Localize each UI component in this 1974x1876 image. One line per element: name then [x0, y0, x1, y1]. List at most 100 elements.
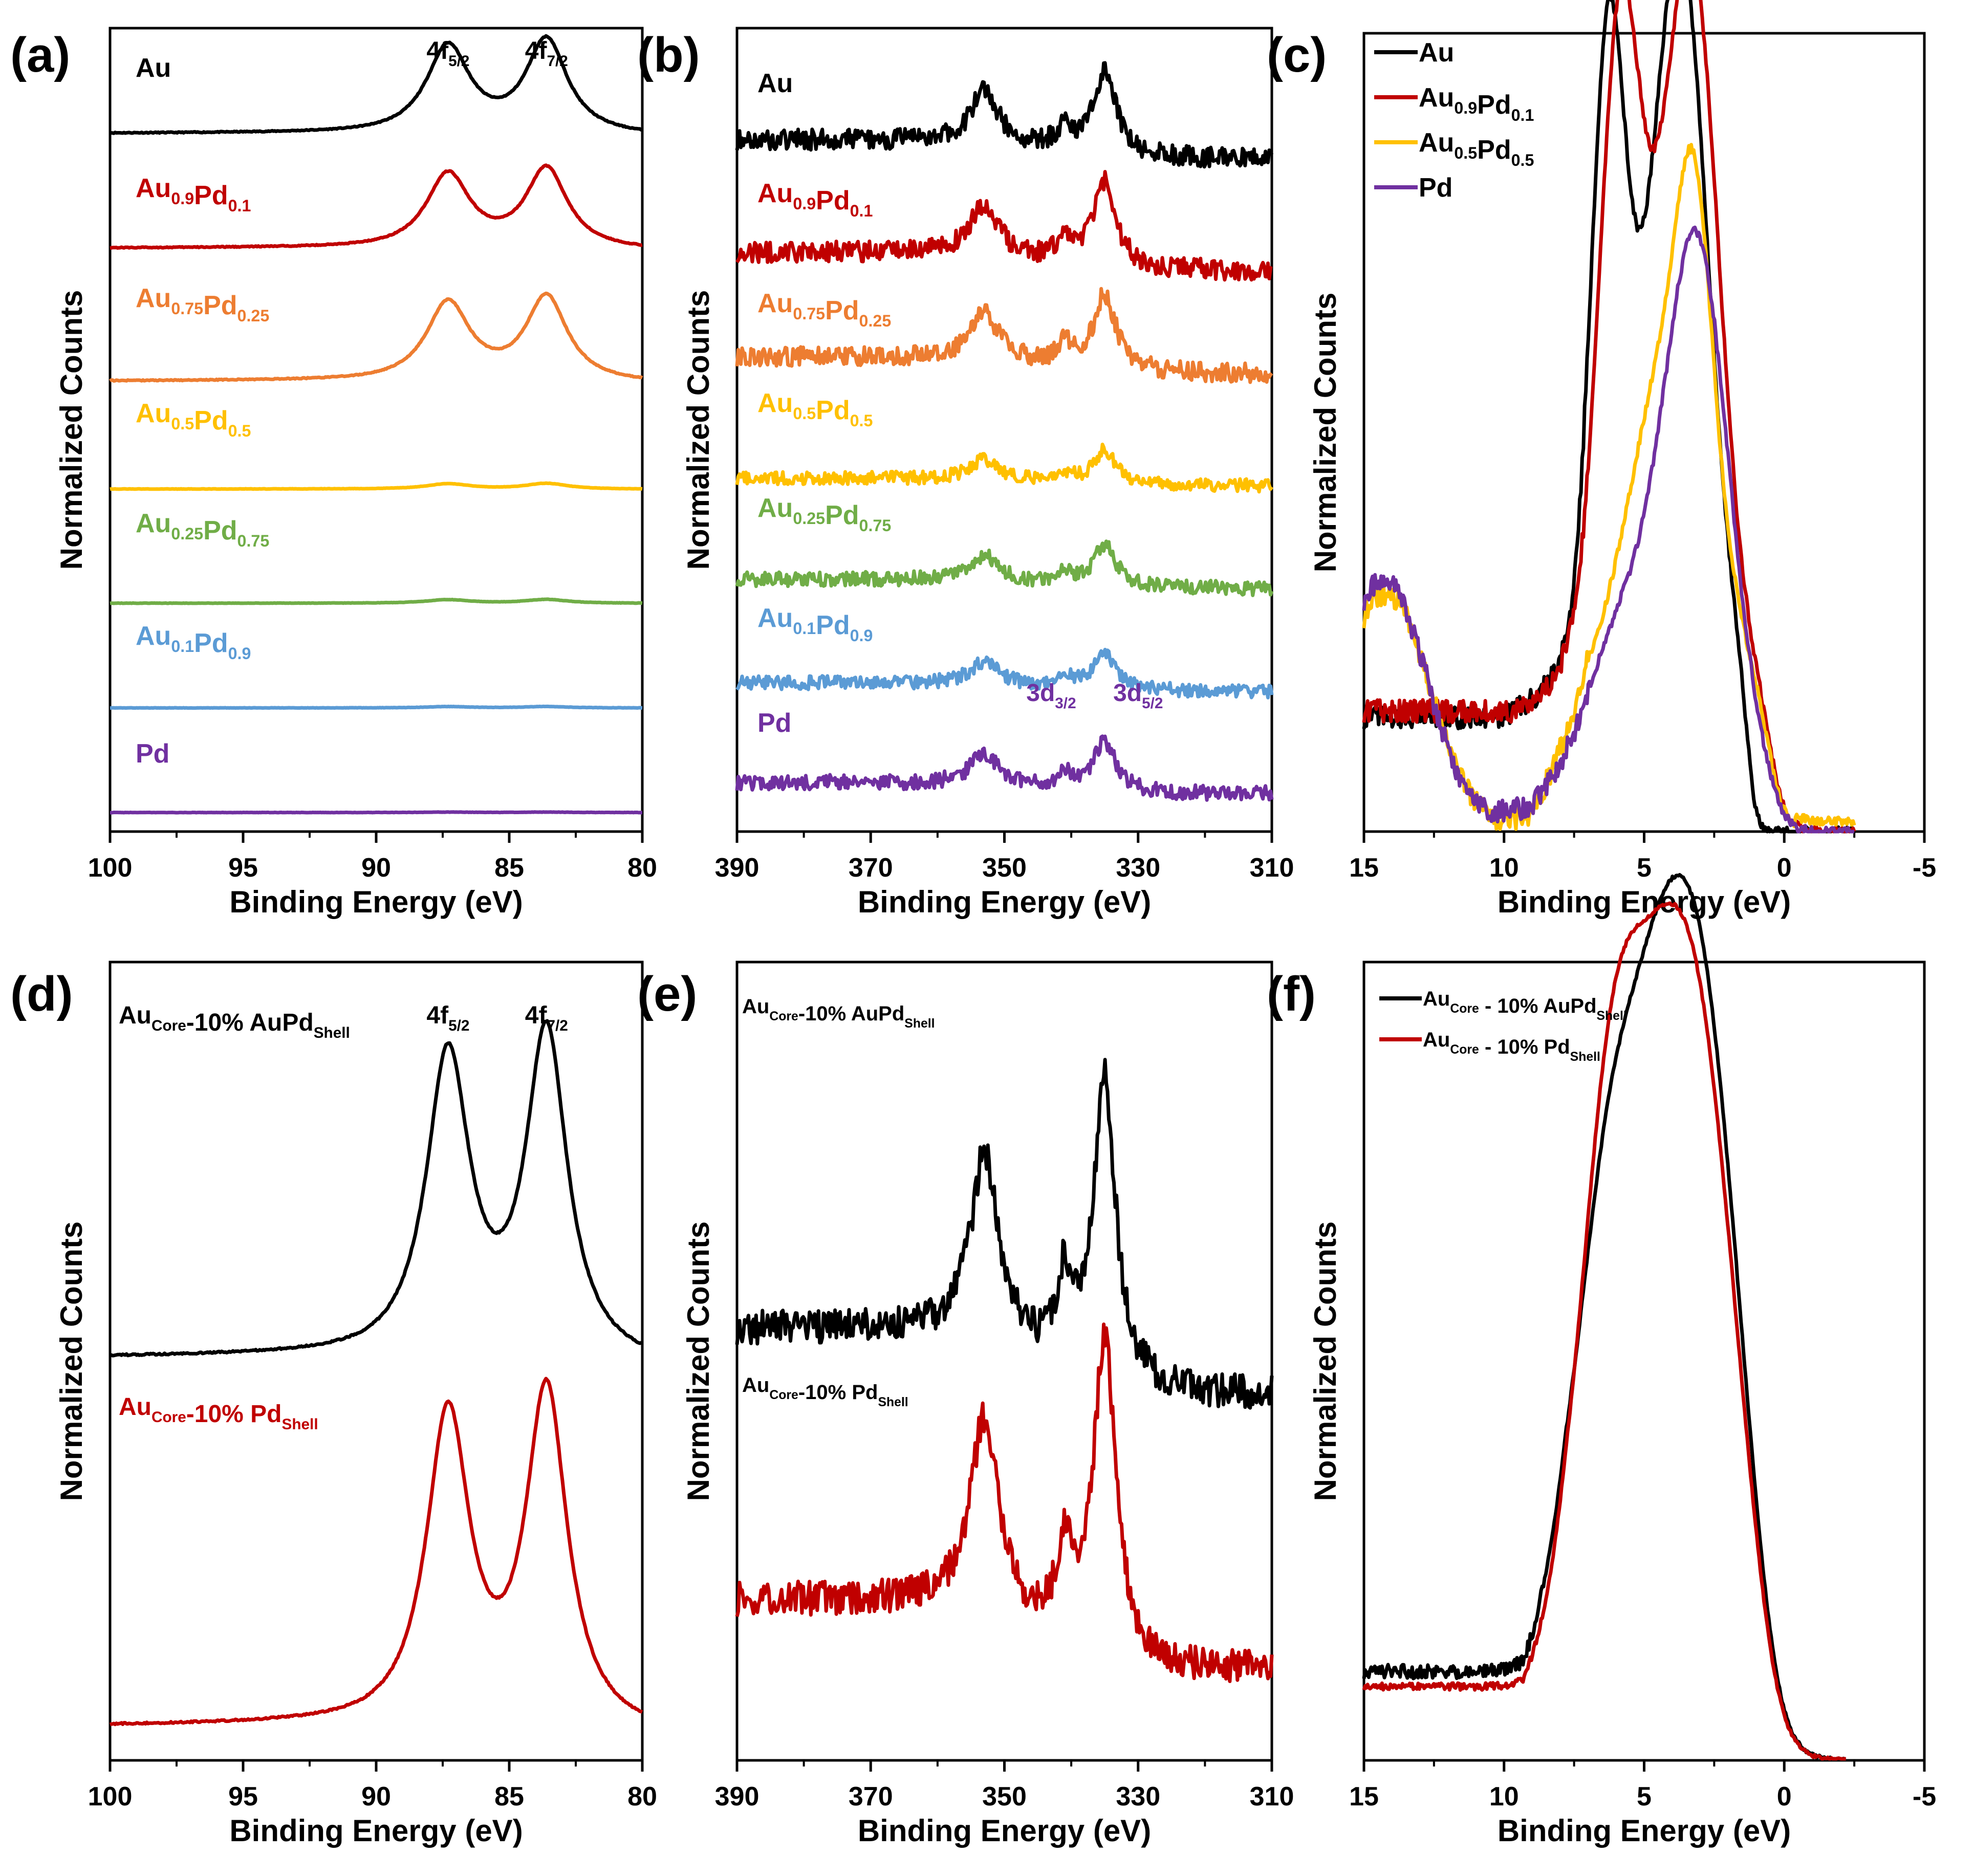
legend-label-c-Au0.9Pd0.1: Au0.9Pd0.1	[1419, 83, 1534, 124]
x-tick-label-b: 390	[715, 853, 760, 883]
x-tick-label-d: 95	[228, 1782, 258, 1812]
series-line-e-core_aupd	[735, 1058, 1274, 1410]
series-line-c-Au	[1362, 0, 1855, 834]
x-tick-label-a: 90	[361, 853, 391, 883]
peak-label-b-1: 3d5/2	[1113, 680, 1163, 712]
series-line-a-Au0.5Pd0.5	[110, 481, 643, 491]
series-line-f-core_pd	[1362, 901, 1847, 1761]
x-tick-label-c: 10	[1489, 853, 1519, 883]
x-tick-label-c: 15	[1349, 853, 1379, 883]
series-line-d-core_pd	[109, 1377, 643, 1727]
y-axis-title-c: Normalized Counts	[1308, 293, 1342, 573]
series-label-a-Au0.9Pd0.1: Au0.9Pd0.1	[136, 173, 251, 215]
series-label-b-Au0.25Pd0.75: Au0.25Pd0.75	[757, 493, 891, 535]
x-tick-label-d: 100	[88, 1782, 133, 1812]
series-line-b-Au0.5Pd0.5	[735, 443, 1273, 494]
y-axis-title-b: Normalized Counts	[681, 290, 715, 570]
series-label-a-Au0.75Pd0.25: Au0.75Pd0.25	[136, 283, 269, 325]
panel-f: (f) 15 10 5 0 -5 Binding Energy (eV) Normalized…	[1267, 873, 1936, 1848]
series-label-b-Au0.5Pd0.5: Au0.5Pd0.5	[757, 388, 873, 430]
series-label-b-Au0.75Pd0.25: Au0.75Pd0.25	[757, 289, 891, 330]
legend-label-f-core_pd: AuCore - 10% PdShell	[1423, 1029, 1600, 1064]
series-line-b-Au	[735, 61, 1274, 169]
x-tick-label-e: 370	[849, 1782, 893, 1812]
plot-frame-d	[109, 961, 644, 1762]
x-tick-label-d: 80	[627, 1782, 657, 1812]
y-axis-title-a: Normalized Counts	[54, 290, 89, 570]
x-tick-label-b: 310	[1250, 853, 1294, 883]
legend-label-f-core_aupd: AuCore - 10% AuPdShell	[1423, 988, 1627, 1023]
series-label-a-Pd: Pd	[136, 739, 169, 769]
series-label-a-Au0.5Pd0.5: Au0.5Pd0.5	[136, 399, 251, 440]
x-axis-title-a: Binding Energy (eV)	[229, 885, 523, 919]
panel-letter-d: (d)	[10, 967, 73, 1021]
x-tick-label-b: 350	[982, 853, 1027, 883]
plot-frame-e	[735, 961, 1273, 1762]
panel-e: (e) 390 370 350 330 310 Binding Energy (eV) Nor…	[637, 961, 1294, 1848]
peak-label-d-1: 4f7/2	[525, 1002, 568, 1034]
x-axis-title-c: Binding Energy (eV)	[1498, 885, 1791, 919]
series-line-a-Au0.75Pd0.25	[109, 291, 643, 383]
x-tick-label-e: 310	[1250, 1782, 1294, 1812]
peak-label-a-1: 4f7/2	[525, 37, 568, 70]
panel-letter-e: (e)	[637, 967, 697, 1021]
series-label-e-core_aupd: AuCore-10% AuPdShell	[742, 995, 935, 1031]
series-line-a-Au	[109, 34, 643, 135]
x-tick-label-f: 15	[1349, 1782, 1379, 1812]
series-label-a-Au0.1Pd0.9: Au0.1Pd0.9	[136, 621, 251, 663]
x-axis-title-f: Binding Energy (eV)	[1498, 1814, 1791, 1848]
peak-label-d-0: 4f5/2	[426, 1002, 469, 1034]
series-line-a-Au0.25Pd0.75	[110, 597, 643, 605]
legend-label-c-Au0.5Pd0.5: Au0.5Pd0.5	[1419, 128, 1534, 169]
series-label-b-Au0.9Pd0.1: Au0.9Pd0.1	[757, 179, 873, 220]
x-tick-label-f: 5	[1637, 1782, 1652, 1812]
series-line-b-Pd	[735, 734, 1274, 802]
x-tick-label-a: 100	[88, 853, 133, 883]
series-line-f-core_aupd	[1362, 873, 1847, 1761]
series-line-a-Au0.1Pd0.9	[110, 704, 643, 710]
x-tick-label-a: 95	[228, 853, 258, 883]
series-label-a-Au: Au	[136, 53, 171, 83]
x-tick-label-e: 390	[715, 1782, 760, 1812]
x-tick-label-d: 90	[361, 1782, 391, 1812]
x-tick-label-a: 80	[627, 853, 657, 883]
x-tick-label-f: 10	[1489, 1782, 1519, 1812]
panel-letter-f: (f)	[1267, 967, 1316, 1021]
series-label-b-Au0.1Pd0.9: Au0.1Pd0.9	[757, 603, 873, 645]
panel-letter-c: (c)	[1267, 28, 1327, 82]
x-tick-label-e: 330	[1116, 1782, 1160, 1812]
series-line-e-core_pd	[735, 1322, 1274, 1683]
panel-letter-b: (b)	[637, 28, 700, 82]
series-label-b-Au: Au	[757, 69, 793, 98]
panel-d: (d) 100 95 90 85 80 Binding Energy (eV) Normali…	[10, 961, 657, 1848]
y-axis-title-f: Normalized Counts	[1308, 1221, 1342, 1501]
series-label-e-core_pd: AuCore-10% PdShell	[742, 1374, 908, 1409]
plot-frame-f	[1362, 961, 1926, 1762]
legend-label-c-Pd: Pd	[1419, 173, 1452, 203]
x-tick-label-d: 85	[494, 1782, 524, 1812]
x-tick-label-a: 85	[494, 853, 524, 883]
series-line-b-Au0.25Pd0.75	[735, 539, 1274, 597]
panel-c: (c) 15 10 5 0 -5 Binding Energy (eV) Normalized…	[1267, 0, 1936, 919]
series-line-b-Au0.75Pd0.25	[735, 287, 1273, 384]
x-axis-title-e: Binding Energy (eV)	[858, 1814, 1151, 1848]
y-axis-title-d: Normalized Counts	[54, 1221, 89, 1501]
series-label-d-core_pd: AuCore-10% PdShell	[119, 1393, 318, 1433]
series-line-a-Pd	[110, 810, 643, 815]
peak-label-a-0: 4f5/2	[426, 37, 469, 70]
x-tick-label-e: 350	[982, 1782, 1027, 1812]
x-tick-label-f: 0	[1777, 1782, 1792, 1812]
x-tick-label-c: 5	[1637, 853, 1652, 883]
panel-letter-a: (a)	[10, 28, 70, 82]
series-label-a-Au0.25Pd0.75: Au0.25Pd0.75	[136, 509, 269, 550]
series-line-a-Au0.9Pd0.1	[110, 163, 643, 250]
series-label-d-core_aupd: AuCore-10% AuPdShell	[119, 1002, 350, 1041]
series-line-c-Pd	[1362, 225, 1855, 834]
panel-a: (a) 100 95 90 85 80 Binding Energy (eV) Normali…	[10, 27, 657, 919]
y-axis-title-e: Normalized Counts	[681, 1221, 715, 1501]
x-axis-title-b: Binding Energy (eV)	[858, 885, 1151, 919]
panel-b: (b) 390 370 350 330 310 Binding Energy (eV) Nor…	[637, 27, 1294, 919]
x-tick-label-b: 370	[849, 853, 893, 883]
x-tick-label-c: -5	[1913, 853, 1936, 883]
series-line-b-Au0.9Pd0.1	[735, 170, 1273, 282]
